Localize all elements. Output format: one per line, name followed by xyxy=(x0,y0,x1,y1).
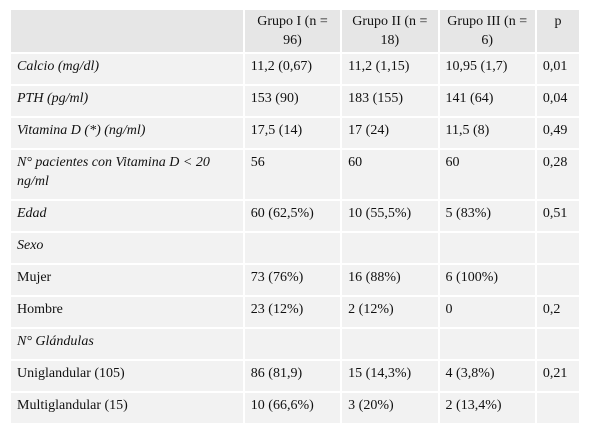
table-cell xyxy=(536,233,579,263)
table-cell: 5 (83%) xyxy=(439,201,535,231)
table-cell: 0,2 xyxy=(536,297,579,327)
table-cell xyxy=(536,393,579,423)
row-label: Multiglandular (15) xyxy=(11,393,243,423)
table-row: Uniglandular (105) 86 (81,9) 15 (14,3%) … xyxy=(11,361,579,391)
row-label: Uniglandular (105) xyxy=(11,361,243,391)
table-row: N° pacientes con Vitamina D < 20 ng/ml 5… xyxy=(11,150,579,199)
table-cell: 0,04 xyxy=(536,86,579,116)
table-row: N° Glándulas xyxy=(11,329,579,359)
header-cell-grupo-3: Grupo III (n = 6) xyxy=(439,10,535,52)
table-row: Vitamina D (*) (ng/ml) 17,5 (14) 17 (24)… xyxy=(11,118,579,148)
row-label: Edad xyxy=(11,201,243,231)
table-cell: 3 (20%) xyxy=(342,393,438,423)
table-row: Mujer 73 (76%) 16 (88%) 6 (100%) xyxy=(11,265,579,295)
table-cell: 15 (14,3%) xyxy=(342,361,438,391)
header-cell-p: p xyxy=(536,10,579,52)
table-cell xyxy=(439,233,535,263)
table-row: Multiglandular (15) 10 (66,6%) 3 (20%) 2… xyxy=(11,393,579,423)
table-row: Hombre 23 (12%) 2 (12%) 0 0,2 xyxy=(11,297,579,327)
table-row: PTH (pg/ml) 153 (90) 183 (155) 141 (64) … xyxy=(11,86,579,116)
table-cell: 153 (90) xyxy=(244,86,341,116)
table-cell xyxy=(244,329,341,359)
header-cell-grupo-1: Grupo I (n = 96) xyxy=(244,10,341,52)
table-cell xyxy=(342,233,438,263)
table-cell: 4 (3,8%) xyxy=(439,361,535,391)
table-cell xyxy=(439,329,535,359)
table-cell: 11,2 (1,15) xyxy=(342,54,438,84)
header-cell-grupo-2: Grupo II (n = 18) xyxy=(342,10,438,52)
table-cell: 0 xyxy=(439,297,535,327)
row-label: Mujer xyxy=(11,265,243,295)
header-cell-empty xyxy=(11,10,243,52)
table-row: Calcio (mg/dl) 11,2 (0,67) 11,2 (1,15) 1… xyxy=(11,54,579,84)
table-cell xyxy=(244,233,341,263)
results-table: Grupo I (n = 96) Grupo II (n = 18) Grupo… xyxy=(9,8,581,425)
table-cell: 17,5 (14) xyxy=(244,118,341,148)
row-label: Hombre xyxy=(11,297,243,327)
table-cell: 17 (24) xyxy=(342,118,438,148)
table-cell: 0,51 xyxy=(536,201,579,231)
row-label: Vitamina D (*) (ng/ml) xyxy=(11,118,243,148)
table-cell: 23 (12%) xyxy=(244,297,341,327)
table-cell: 60 (62,5%) xyxy=(244,201,341,231)
table-cell: 16 (88%) xyxy=(342,265,438,295)
table-cell xyxy=(342,329,438,359)
table-cell: 11,2 (0,67) xyxy=(244,54,341,84)
table-cell: 0,01 xyxy=(536,54,579,84)
row-label: Sexo xyxy=(11,233,243,263)
table-cell: 60 xyxy=(439,150,535,199)
table-cell: 10,95 (1,7) xyxy=(439,54,535,84)
table-cell: 0,21 xyxy=(536,361,579,391)
table-cell: 60 xyxy=(342,150,438,199)
table-cell: 86 (81,9) xyxy=(244,361,341,391)
table-row: Sexo xyxy=(11,233,579,263)
table-cell xyxy=(536,329,579,359)
table-cell: 10 (55,5%) xyxy=(342,201,438,231)
row-label: PTH (pg/ml) xyxy=(11,86,243,116)
table-cell: 56 xyxy=(244,150,341,199)
table-cell xyxy=(536,265,579,295)
table-cell: 6 (100%) xyxy=(439,265,535,295)
table-cell: 11,5 (8) xyxy=(439,118,535,148)
row-label: N° pacientes con Vitamina D < 20 ng/ml xyxy=(11,150,243,199)
table-cell: 73 (76%) xyxy=(244,265,341,295)
table-cell: 2 (12%) xyxy=(342,297,438,327)
table-cell: 2 (13,4%) xyxy=(439,393,535,423)
table-cell: 183 (155) xyxy=(342,86,438,116)
row-label: Calcio (mg/dl) xyxy=(11,54,243,84)
row-label: N° Glándulas xyxy=(11,329,243,359)
table-cell: 0,49 xyxy=(536,118,579,148)
table-cell: 0,28 xyxy=(536,150,579,199)
header-row: Grupo I (n = 96) Grupo II (n = 18) Grupo… xyxy=(11,10,579,52)
table-cell: 10 (66,6%) xyxy=(244,393,341,423)
table-row: Edad 60 (62,5%) 10 (55,5%) 5 (83%) 0,51 xyxy=(11,201,579,231)
table-cell: 141 (64) xyxy=(439,86,535,116)
